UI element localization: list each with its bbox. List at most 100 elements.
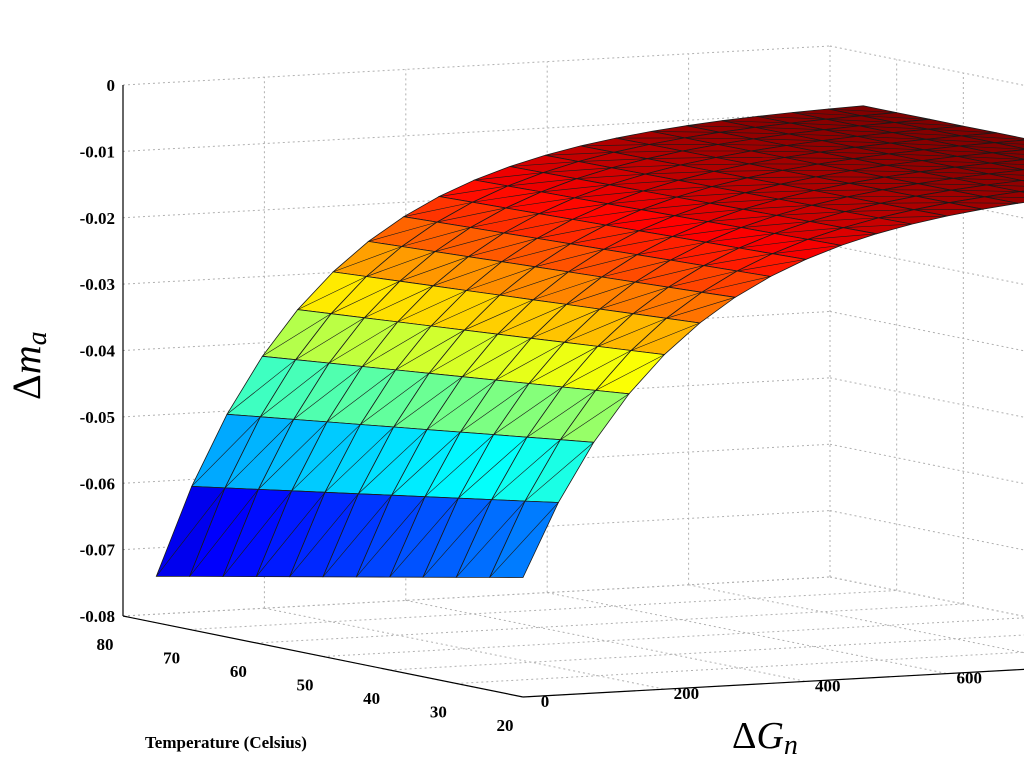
axes-box	[122, 85, 1024, 698]
grid-line	[405, 599, 806, 682]
surface-mesh-diagonal	[532, 276, 602, 301]
temperature-tick-label: 40	[363, 689, 380, 708]
surface-mesh-diagonal	[745, 190, 814, 194]
surface-mesh-diagonal	[668, 270, 738, 288]
grid-line	[256, 603, 964, 644]
surface-mesh-diagonal	[737, 259, 806, 272]
surface-mesh-diagonal	[262, 313, 332, 357]
surface-mesh-diagonal	[961, 135, 1024, 140]
surface-mesh-diagonal	[739, 239, 808, 249]
surface-mesh-diagonal	[366, 251, 436, 277]
dm-tick-label: -0.04	[80, 342, 116, 361]
surface-mesh-diagonal	[580, 144, 650, 147]
surface-mesh-diagonal	[597, 318, 667, 347]
surface-mesh-diagonal	[397, 290, 467, 323]
grid-line	[389, 634, 1024, 671]
surface-mesh-diagonal	[827, 108, 897, 113]
surface-mesh-diagonal	[326, 369, 396, 423]
surface-mesh-diagonal	[670, 247, 740, 261]
surface-mesh-diagonal	[609, 180, 679, 186]
surface-mesh-diagonal	[921, 160, 991, 164]
surface-mesh-diagonal	[632, 291, 702, 314]
surface-mesh-diagonal	[880, 202, 950, 204]
surface-mesh-diagonal	[845, 209, 914, 212]
surface-mesh-diagonal	[886, 164, 956, 168]
dm-tick-label: -0.01	[80, 142, 115, 161]
surface-mesh-diagonal	[666, 297, 736, 319]
surface-mesh-diagonal	[295, 317, 365, 360]
surface-mesh-diagonal	[260, 362, 330, 418]
surface-mesh-diagonal	[399, 256, 469, 282]
surface-mesh-diagonal	[289, 493, 359, 577]
surface-mesh-diagonal	[603, 236, 673, 250]
surface-mesh-diagonal	[460, 383, 530, 433]
surface-mesh-diagonal	[324, 426, 394, 493]
surface-mesh-diagonal	[915, 195, 985, 198]
surface-mesh-diagonal	[530, 308, 600, 339]
surface-mesh-diagonal	[772, 245, 842, 254]
surface-mesh-diagonal	[222, 490, 292, 577]
surface-mesh-diagonal	[701, 276, 771, 293]
temperature-axis-title: Temperature (Celsius)	[145, 733, 307, 752]
dm-tick-label: -0.02	[80, 209, 115, 228]
surface-mesh-diagonal	[507, 178, 577, 187]
dm-tick-label: 0	[107, 76, 116, 95]
surface-mesh-diagonal	[422, 499, 492, 578]
surface-mesh-diagonal	[743, 205, 812, 210]
surface-mesh-diagonal	[424, 434, 494, 497]
surface-mesh-diagonal	[595, 354, 665, 391]
surface-mesh-diagonal	[456, 500, 526, 578]
temperature-tick-labels: 80 70 60 50 40 30 20	[97, 635, 514, 735]
surface-mesh-diagonal	[468, 238, 538, 257]
surface-mesh-diagonal	[505, 197, 575, 209]
surface-mesh-diagonal	[491, 439, 561, 500]
surface-mesh-diagonal	[605, 215, 675, 226]
surface-mesh-diagonal	[297, 276, 367, 310]
surface-mesh-diagonal	[919, 171, 989, 175]
temperature-tick-label: 60	[230, 662, 247, 681]
surface-mesh-diagonal	[990, 162, 1024, 165]
axis-line-gn	[522, 668, 1024, 698]
surface-mesh-diagonal	[322, 495, 392, 578]
surface-mesh-diagonal	[684, 137, 754, 140]
surface-mesh-diagonal	[403, 201, 473, 217]
surface-mesh-diagonal	[356, 496, 426, 578]
surface-mesh-diagonal	[599, 286, 669, 310]
grid-line	[829, 377, 1024, 418]
grid-line	[122, 311, 831, 351]
surface-mesh-diagonal	[437, 207, 506, 223]
surface-mesh-diagonal	[786, 145, 856, 148]
surface-mesh-diagonal	[535, 248, 604, 268]
grid-line	[829, 576, 1024, 617]
surface-mesh-diagonal	[790, 122, 860, 127]
surface-mesh-diagonal	[817, 163, 887, 166]
surface-mesh-diagonal	[951, 189, 1020, 192]
surface-mesh-diagonal	[541, 184, 610, 193]
surface-mesh-diagonal	[707, 215, 777, 222]
surface-mesh-diagonal	[368, 221, 438, 242]
surface-mesh-diagonal	[328, 321, 398, 364]
gn-tick-label: 0	[541, 692, 550, 711]
surface-mesh-diagonal	[719, 131, 789, 135]
surface-mesh-diagonal	[717, 144, 787, 146]
surface-mesh-diagonal	[955, 166, 1024, 171]
surface-mesh-diagonal	[572, 209, 642, 220]
surface-mesh-diagonal	[894, 122, 964, 127]
surface-mesh-diagonal	[501, 243, 571, 263]
surface-mesh-diagonal	[539, 203, 608, 214]
grid-line	[122, 443, 831, 484]
surface-mesh-diagonal	[474, 172, 544, 181]
surface-mesh-diagonal	[776, 211, 846, 216]
surface-mesh-diagonal	[788, 133, 858, 137]
surface-mesh-diagonal	[819, 151, 889, 155]
surface-mesh-diagonal	[780, 183, 850, 185]
surface-mesh-diagonal	[613, 150, 683, 153]
surface-mesh-diagonal	[751, 150, 820, 153]
surface-mesh-diagonal	[813, 189, 883, 191]
surface-mesh-diagonal	[435, 232, 504, 252]
surface-mesh-diagonal	[705, 233, 775, 243]
surface-mesh-diagonal	[432, 261, 502, 287]
surface-mesh-diagonal	[332, 246, 402, 273]
surface-mesh-diagonal	[847, 195, 916, 198]
surface-mesh-diagonal	[570, 230, 640, 245]
